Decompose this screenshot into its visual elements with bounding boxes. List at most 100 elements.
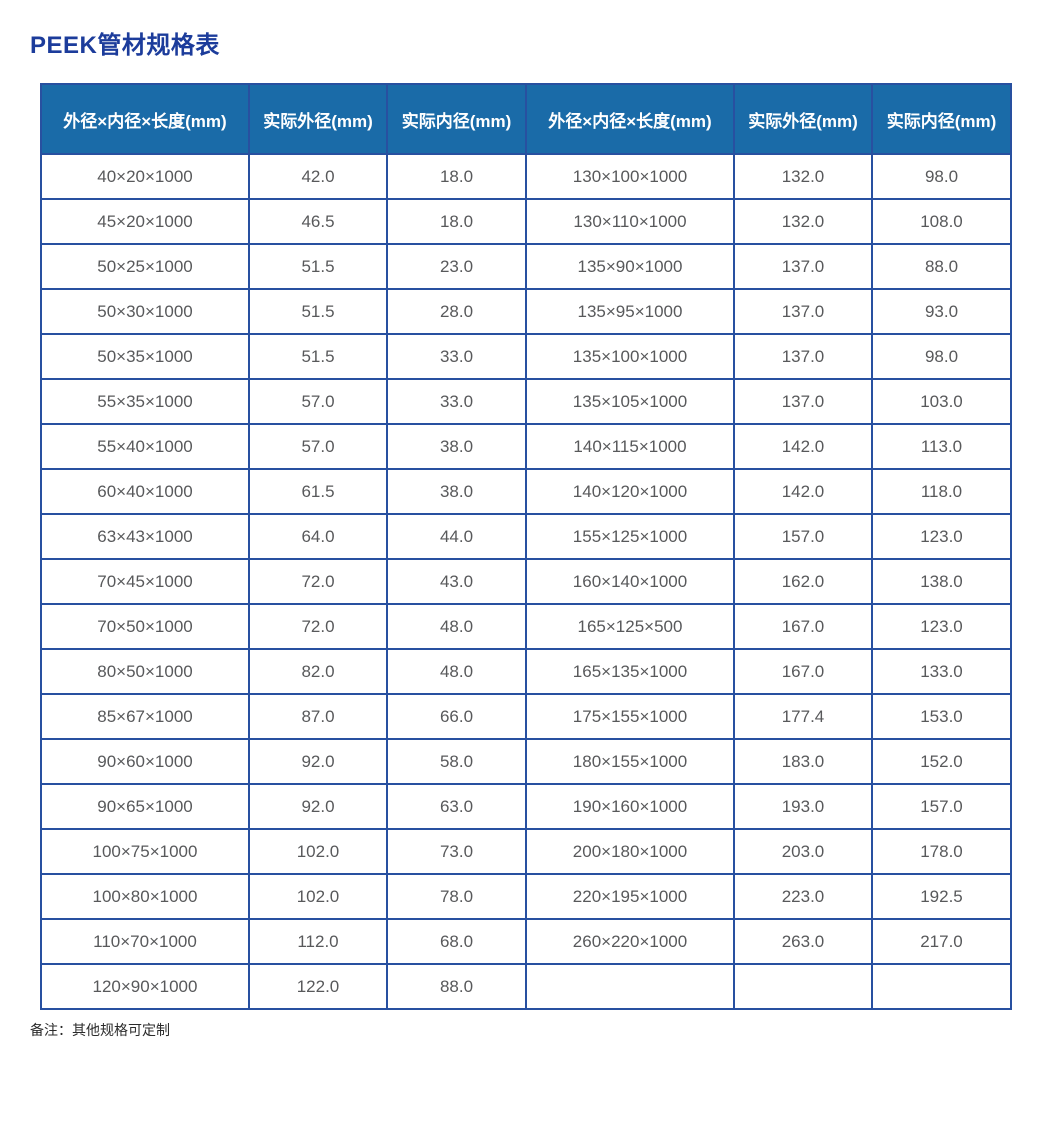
actual-id-cell: 68.0 [386,918,527,965]
actual-id-cell: 66.0 [386,693,527,740]
spec-cell: 63×43×1000 [40,513,250,560]
spec-cell: 50×35×1000 [40,333,250,380]
actual-od-cell: 223.0 [733,873,873,920]
spec-table: 外径×内径×长度(mm) 实际外径(mm) 实际内径(mm) 外径×内径×长度(… [40,83,1012,1010]
actual-id-cell: 43.0 [386,558,527,605]
spec-cell: 100×80×1000 [40,873,250,920]
actual-id-cell: 18.0 [386,198,527,245]
header-spec-right: 外径×内径×长度(mm) [525,83,735,155]
table-row: 110×70×1000 112.0 68.0 260×220×1000 263.0 217… [40,918,1012,965]
footer-note: 备注：其他规格可定制 [30,1022,170,1038]
actual-od-cell: 92.0 [248,783,388,830]
spec-table-header: 外径×内径×长度(mm) 实际外径(mm) 实际内径(mm) 外径×内径×长度(… [40,83,1012,155]
table-row: 60×40×1000 61.5 38.0 140×120×1000 142.0 118.0 [40,468,1012,515]
actual-od-cell: 203.0 [733,828,873,875]
header-spec-left: 外径×内径×长度(mm) [40,83,250,155]
spec-cell: 80×50×1000 [40,648,250,695]
actual-od-cell: 263.0 [733,918,873,965]
actual-id-cell: 138.0 [871,558,1012,605]
actual-od-cell: 87.0 [248,693,388,740]
actual-id-cell: 58.0 [386,738,527,785]
actual-od-cell: 167.0 [733,648,873,695]
actual-id-cell: 217.0 [871,918,1012,965]
actual-id-cell: 18.0 [386,153,527,200]
spec-cell: 135×100×1000 [525,333,735,380]
actual-od-cell: 51.5 [248,243,388,290]
actual-id-cell: 48.0 [386,648,527,695]
actual-od-cell: 132.0 [733,198,873,245]
spec-cell: 50×30×1000 [40,288,250,335]
actual-od-cell: 157.0 [733,513,873,560]
actual-od-cell: 137.0 [733,288,873,335]
actual-od-cell: 72.0 [248,603,388,650]
actual-od-cell: 57.0 [248,378,388,425]
spec-cell: 165×125×500 [525,603,735,650]
table-row: 40×20×1000 42.0 18.0 130×100×1000 132.0 98.0 [40,153,1012,200]
table-row: 80×50×1000 82.0 48.0 165×135×1000 167.0 133.0 [40,648,1012,695]
actual-od-cell: 102.0 [248,828,388,875]
spec-cell: 90×65×1000 [40,783,250,830]
actual-id-cell: 133.0 [871,648,1012,695]
actual-od-cell: 142.0 [733,423,873,470]
table-row: 50×25×1000 51.5 23.0 135×90×1000 137.0 88.0 [40,243,1012,290]
actual-od-cell: 51.5 [248,333,388,380]
actual-od-cell: 162.0 [733,558,873,605]
actual-od-cell: 183.0 [733,738,873,785]
table-row: 63×43×1000 64.0 44.0 155×125×1000 157.0 123.0 [40,513,1012,560]
actual-id-cell: 28.0 [386,288,527,335]
actual-od-cell: 137.0 [733,243,873,290]
page-title: PEEK管材规格表 [30,32,220,59]
actual-od-cell: 51.5 [248,288,388,335]
actual-id-cell: 73.0 [386,828,527,875]
header-actual-id-right: 实际内径(mm) [871,83,1012,155]
actual-id-cell: 123.0 [871,603,1012,650]
header-actual-id-left: 实际内径(mm) [386,83,527,155]
table-row: 85×67×1000 87.0 66.0 175×155×1000 177.4 153.0 [40,693,1012,740]
spec-cell: 140×115×1000 [525,423,735,470]
actual-id-cell: 38.0 [386,423,527,470]
table-row: 50×30×1000 51.5 28.0 135×95×1000 137.0 93.0 [40,288,1012,335]
actual-id-cell [871,963,1012,1010]
actual-od-cell: 122.0 [248,963,388,1010]
actual-id-cell: 63.0 [386,783,527,830]
actual-id-cell: 38.0 [386,468,527,515]
actual-od-cell: 167.0 [733,603,873,650]
spec-cell: 180×155×1000 [525,738,735,785]
actual-id-cell: 44.0 [386,513,527,560]
actual-od-cell: 42.0 [248,153,388,200]
spec-cell: 100×75×1000 [40,828,250,875]
spec-cell: 160×140×1000 [525,558,735,605]
actual-id-cell: 93.0 [871,288,1012,335]
table-row: 55×35×1000 57.0 33.0 135×105×1000 137.0 103.0 [40,378,1012,425]
actual-od-cell: 102.0 [248,873,388,920]
actual-od-cell: 61.5 [248,468,388,515]
header-row: 外径×内径×长度(mm) 实际外径(mm) 实际内径(mm) 外径×内径×长度(… [40,83,1012,155]
actual-id-cell: 98.0 [871,153,1012,200]
actual-id-cell: 152.0 [871,738,1012,785]
spec-cell: 40×20×1000 [40,153,250,200]
page: PEEK管材规格表 外径×内径×长度(mm) 实际外径(mm) 实际内径(mm)… [0,33,1053,1040]
spec-cell: 55×35×1000 [40,378,250,425]
actual-id-cell: 33.0 [386,333,527,380]
actual-id-cell: 157.0 [871,783,1012,830]
spec-cell: 130×100×1000 [525,153,735,200]
actual-od-cell: 46.5 [248,198,388,245]
actual-id-cell: 78.0 [386,873,527,920]
spec-cell: 135×90×1000 [525,243,735,290]
header-actual-od-left: 实际外径(mm) [248,83,388,155]
actual-id-cell: 88.0 [871,243,1012,290]
spec-cell: 165×135×1000 [525,648,735,695]
table-row: 120×90×1000 122.0 88.0 [40,963,1012,1010]
spec-cell: 50×25×1000 [40,243,250,290]
spec-table-body: 40×20×1000 42.0 18.0 130×100×1000 132.0 98.0 4… [40,153,1012,1010]
actual-od-cell: 132.0 [733,153,873,200]
actual-id-cell: 88.0 [386,963,527,1010]
spec-cell: 140×120×1000 [525,468,735,515]
actual-id-cell: 118.0 [871,468,1012,515]
table-row: 50×35×1000 51.5 33.0 135×100×1000 137.0 98.0 [40,333,1012,380]
actual-od-cell: 112.0 [248,918,388,965]
spec-cell: 85×67×1000 [40,693,250,740]
spec-cell: 200×180×1000 [525,828,735,875]
spec-cell: 130×110×1000 [525,198,735,245]
spec-cell: 55×40×1000 [40,423,250,470]
